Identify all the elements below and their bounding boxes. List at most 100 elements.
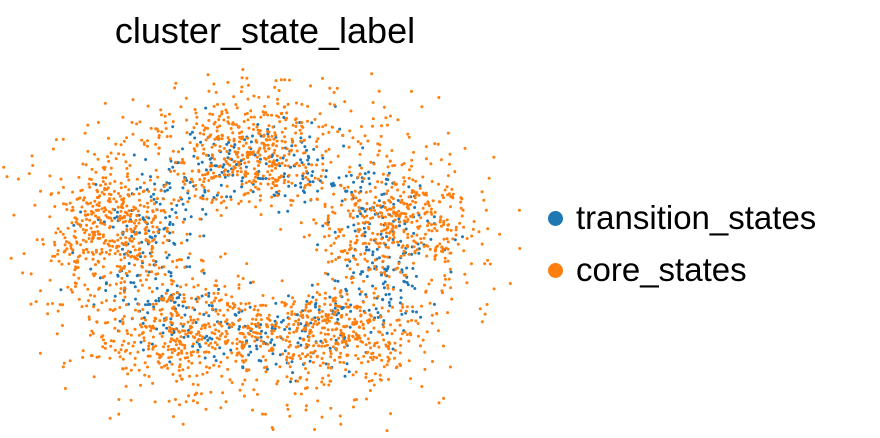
point-core-states: [147, 375, 151, 378]
point-core-states: [262, 134, 266, 138]
point-core-states: [82, 198, 85, 202]
point-core-states: [287, 361, 290, 365]
point-transition-states: [419, 315, 423, 319]
point-core-states: [436, 329, 440, 333]
point-core-states: [303, 138, 306, 142]
point-core-states: [482, 198, 486, 202]
point-core-states: [341, 335, 345, 339]
point-core-states: [459, 200, 463, 204]
point-core-states: [388, 159, 392, 163]
point-core-states: [373, 258, 377, 262]
point-core-states: [315, 386, 319, 390]
point-core-states: [454, 228, 458, 232]
point-core-states: [242, 120, 246, 123]
point-core-states: [81, 228, 85, 231]
point-core-states: [183, 177, 187, 181]
point-core-states: [334, 341, 338, 345]
point-core-states: [356, 357, 360, 361]
point-core-states: [395, 365, 399, 369]
point-transition-states: [233, 143, 237, 147]
point-core-states: [410, 318, 414, 322]
point-core-states: [113, 317, 117, 321]
point-core-states: [402, 230, 406, 234]
point-core-states: [107, 192, 111, 196]
point-core-states: [204, 323, 208, 327]
point-core-states: [91, 257, 95, 261]
point-core-states: [275, 382, 279, 386]
point-core-states: [101, 180, 105, 183]
point-core-states: [155, 208, 159, 212]
point-core-states: [321, 341, 324, 345]
point-core-states: [374, 267, 378, 271]
point-core-states: [128, 351, 132, 355]
point-core-states: [384, 343, 388, 347]
point-core-states: [345, 251, 349, 255]
point-core-states: [93, 272, 97, 276]
point-core-states: [292, 353, 296, 356]
point-core-states: [90, 354, 94, 358]
point-core-states: [278, 176, 282, 179]
point-transition-states: [345, 362, 349, 366]
point-core-states: [283, 105, 287, 109]
point-core-states: [274, 79, 278, 83]
point-core-states: [306, 353, 310, 357]
point-core-states: [353, 305, 357, 309]
point-core-states: [183, 265, 187, 269]
point-core-states: [210, 145, 214, 149]
point-core-states: [284, 118, 288, 122]
point-core-states: [106, 215, 109, 219]
point-core-states: [158, 319, 162, 323]
point-transition-states: [270, 338, 274, 342]
point-core-states: [399, 270, 403, 274]
point-core-states: [77, 175, 81, 179]
point-core-states: [160, 365, 164, 369]
point-core-states: [431, 199, 435, 203]
point-core-states: [34, 300, 38, 304]
point-transition-states: [155, 327, 159, 331]
point-core-states: [135, 257, 139, 261]
point-core-states: [424, 157, 428, 161]
point-transition-states: [336, 279, 340, 283]
point-transition-states: [181, 304, 185, 308]
point-core-states: [160, 335, 164, 338]
point-transition-states: [345, 189, 349, 193]
point-core-states: [371, 358, 375, 362]
point-core-states: [272, 161, 276, 164]
point-transition-states: [127, 262, 131, 265]
point-core-states: [377, 215, 381, 219]
point-core-states: [76, 222, 80, 226]
point-core-states: [361, 300, 365, 304]
point-core-states: [172, 198, 176, 202]
point-core-states: [387, 340, 391, 344]
point-transition-states: [375, 247, 379, 251]
point-transition-states: [404, 227, 408, 231]
point-core-states: [247, 126, 251, 130]
point-core-states: [389, 207, 393, 211]
point-core-states: [279, 156, 283, 160]
point-core-states: [296, 326, 299, 330]
point-core-states: [153, 400, 157, 404]
point-core-states: [347, 334, 351, 338]
point-core-states: [186, 356, 190, 359]
point-core-states: [125, 167, 129, 170]
point-core-states: [393, 341, 397, 345]
point-core-states: [365, 214, 369, 218]
point-core-states: [146, 104, 150, 108]
point-core-states: [277, 162, 281, 165]
point-core-states: [191, 382, 195, 386]
point-core-states: [321, 326, 324, 330]
point-core-states: [296, 194, 300, 198]
point-core-states: [179, 322, 183, 326]
point-core-states: [117, 412, 121, 416]
point-core-states: [418, 344, 422, 348]
point-core-states: [321, 125, 325, 129]
point-core-states: [407, 195, 411, 199]
point-transition-states: [187, 328, 190, 332]
point-core-states: [448, 152, 452, 156]
point-core-states: [96, 157, 100, 161]
point-core-states: [414, 241, 418, 245]
point-transition-states: [405, 266, 409, 270]
point-core-states: [154, 302, 158, 306]
point-core-states: [372, 303, 376, 307]
point-core-states: [492, 155, 496, 159]
